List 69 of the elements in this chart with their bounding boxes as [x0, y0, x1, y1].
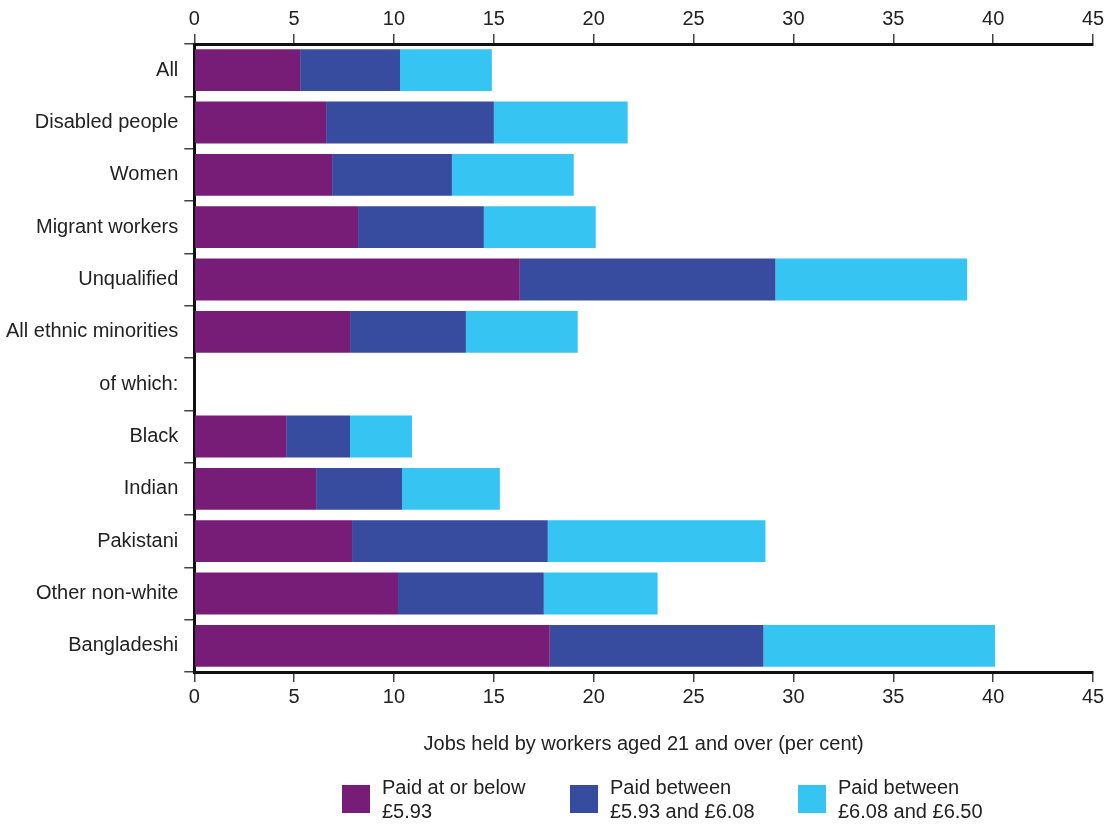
bar [401, 467, 500, 510]
y-tick-label: Women [109, 162, 179, 185]
x2-tick-label: 0 [188, 684, 200, 707]
x-tick-label: 25 [682, 6, 705, 29]
y-tick-label: Disabled people [34, 110, 179, 133]
x2-tick-label: 5 [288, 684, 300, 707]
x2-tick-label: 15 [482, 684, 505, 707]
bar [195, 206, 359, 249]
bar [549, 624, 764, 667]
y-tick-label: Black [129, 424, 180, 447]
y-tick-label: All [156, 57, 179, 80]
bar [543, 572, 658, 615]
x-tick-label: 45 [1081, 6, 1105, 29]
y-tick-label: Other non-white [35, 581, 179, 604]
x2-tick-label: 25 [682, 684, 705, 707]
x-tick-label: 10 [382, 6, 406, 29]
x-tick-label: 5 [288, 6, 300, 29]
bar [195, 258, 520, 301]
bar [195, 153, 333, 196]
y-tick-label: Indian [123, 476, 179, 499]
x2-tick-label: 30 [782, 684, 805, 707]
bar [195, 101, 327, 144]
bar [465, 310, 578, 353]
bar [352, 520, 548, 563]
y-tick-label: All ethnic minorities [5, 319, 179, 342]
bar [195, 310, 351, 353]
bar [195, 49, 301, 92]
x2-tick-label: 35 [882, 684, 905, 707]
bar [397, 572, 544, 615]
bar [195, 624, 550, 667]
x-tick-label: 20 [582, 6, 605, 29]
x2-tick-label: 40 [982, 684, 1005, 707]
bar [350, 310, 466, 353]
y-tick-label: Unqualified [78, 267, 179, 290]
legend-label: Paid at or below £5.93 [382, 775, 527, 823]
text: of which: [99, 371, 179, 394]
x2-tick-label: 20 [582, 684, 605, 707]
bar [493, 101, 628, 144]
y-tick-label: Pakistani [97, 528, 179, 551]
bar [195, 415, 287, 458]
bar [483, 206, 596, 249]
bar [350, 415, 412, 458]
y-tick-label: Migrant workers [36, 214, 179, 237]
bar [195, 572, 398, 615]
x-tick-label: 30 [782, 6, 805, 29]
bar [358, 206, 484, 249]
bar [763, 624, 996, 667]
bar [775, 258, 968, 301]
bar [195, 467, 317, 510]
bar [286, 415, 351, 458]
bar [195, 520, 353, 563]
bar [451, 153, 574, 196]
bar [399, 49, 492, 92]
bar [519, 258, 776, 301]
legend-label: Paid between £5.93 and £6.08 [610, 775, 756, 823]
legend-label: Paid between £6.08 and £6.50 [838, 775, 984, 823]
bar [332, 153, 452, 196]
x-tick-label: 40 [982, 6, 1005, 29]
x-tick-label: 35 [882, 6, 905, 29]
y-tick-label: Bangladeshi [68, 633, 179, 656]
x2-tick-label: 10 [382, 684, 406, 707]
bar [326, 101, 494, 144]
x-axis-title: Jobs held by workers aged 21 and over (per cent) [423, 731, 864, 754]
bar [300, 49, 400, 92]
x-tick-label: 15 [482, 6, 505, 29]
x-tick-label: 0 [188, 6, 200, 29]
x2-tick-label: 45 [1081, 684, 1105, 707]
bar [316, 467, 402, 510]
bar [547, 520, 766, 563]
